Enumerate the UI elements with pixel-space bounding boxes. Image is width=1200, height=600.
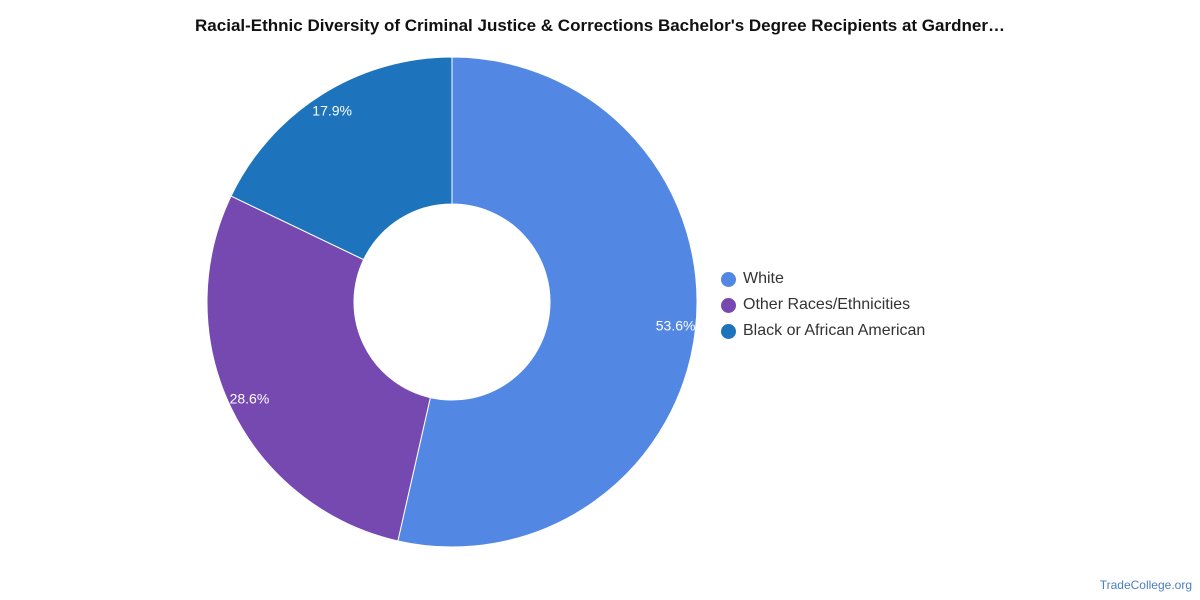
slice-label-white: 53.6% bbox=[656, 318, 696, 334]
legend-item-other-races[interactable]: Other Races/Ethnicities bbox=[721, 292, 925, 318]
legend-label-white: White bbox=[743, 270, 784, 287]
legend-swatch-black bbox=[721, 323, 736, 339]
legend-swatch-white bbox=[721, 271, 736, 287]
legend-swatch-other-races bbox=[721, 297, 736, 313]
chart-title: Racial-Ethnic Diversity of Criminal Just… bbox=[195, 16, 1005, 35]
legend: White Other Races/Ethnicities Black or A… bbox=[721, 266, 925, 344]
source-credit[interactable]: TradeCollege.org bbox=[1099, 578, 1192, 592]
legend-item-white[interactable]: White bbox=[721, 266, 925, 292]
slice-label-black: 17.9% bbox=[312, 102, 352, 118]
legend-label-black: Black or African American bbox=[743, 322, 926, 339]
legend-item-black[interactable]: Black or African American bbox=[721, 318, 925, 344]
slice-white[interactable] bbox=[397, 56, 698, 548]
slice-other-races[interactable] bbox=[206, 195, 431, 542]
slice-black[interactable] bbox=[230, 56, 453, 261]
legend-label-other-races: Other Races/Ethnicities bbox=[743, 296, 911, 313]
slice-label-other-races: 28.6% bbox=[230, 391, 270, 407]
